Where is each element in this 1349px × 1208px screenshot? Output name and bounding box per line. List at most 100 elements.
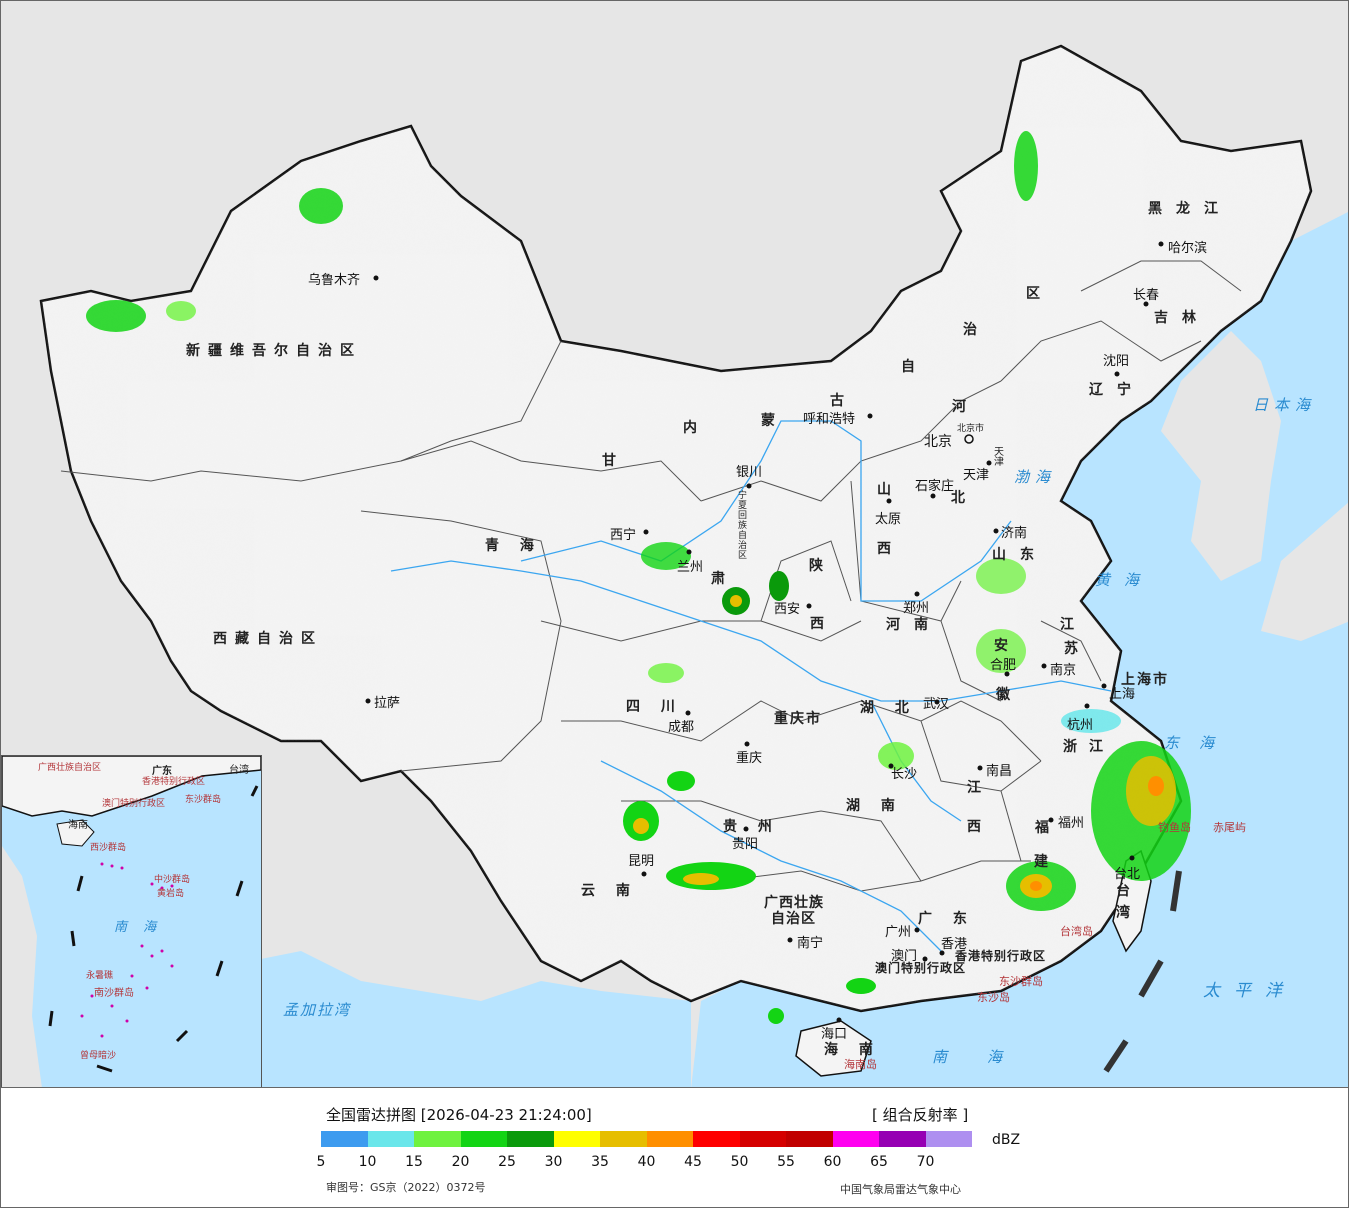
legend-panel: 全国雷达拼图 [2026-04-23 21:24:00] [ 组合反射率 ] d… — [0, 1088, 1349, 1208]
city-label-guangzhou: 广州 — [885, 925, 912, 940]
inset-label-hainan: 海南 — [68, 820, 88, 831]
province-label-gansu: 甘 — [602, 453, 624, 469]
color-swatch — [832, 1131, 879, 1147]
province-label-taiwan-2: 湾 — [1116, 905, 1138, 921]
island-label-taiwandao: 台湾岛 — [1060, 925, 1093, 938]
color-scale-bar — [321, 1131, 972, 1147]
legend-tick-label: 40 — [637, 1154, 656, 1170]
inset-west-land — [2, 846, 42, 1087]
city-label-taibei: 台北 — [1114, 867, 1141, 882]
south-china-sea-inset: 广西壮族自治区 广东 台湾 香港特别行政区 澳门特别行政区 东沙群岛 海南 西沙… — [1, 755, 262, 1087]
province-label-qinghai: 青 海 — [485, 538, 542, 554]
sea-label-huanghai: 黄海 — [1095, 571, 1154, 589]
city-label-changsha: 长沙 — [891, 767, 918, 782]
city-label-xian: 西安 — [774, 602, 801, 617]
province-label-neimenggu-5: 治 — [963, 322, 985, 338]
city-label-hongkong: 香港 — [941, 937, 968, 952]
island-label-dongshaqundao: 东沙群岛 — [999, 975, 1043, 988]
japan-land — [1261, 502, 1348, 641]
sea-label-nanhai: 南海 — [932, 1048, 1043, 1066]
city-label-shanghai: 上海 — [1109, 687, 1136, 702]
province-label-shaanxi-1: 陕 — [809, 558, 831, 574]
color-swatch — [925, 1131, 972, 1147]
city-label-hangzhou: 杭州 — [1067, 718, 1094, 733]
province-label-macau: 澳门特别行政区 — [875, 961, 967, 975]
province-label-guizhou: 贵 州 — [723, 819, 780, 835]
color-swatch — [507, 1131, 554, 1147]
island-label-diaoyudao: 钓鱼岛 — [1158, 821, 1191, 834]
province-label-xinjiang: 新疆维吾尔自治区 — [186, 343, 362, 359]
legend-tick-label: 35 — [591, 1154, 609, 1170]
province-label-guangxi-2: 自治区 — [771, 911, 816, 927]
legend-tick-label: 70 — [916, 1154, 935, 1170]
color-swatch — [646, 1131, 693, 1147]
city-label-nanchang: 南昌 — [986, 764, 1013, 779]
city-label-changchun: 长春 — [1133, 288, 1160, 303]
province-label-taiwan-1: 台 — [1116, 883, 1138, 899]
city-label-yinchuan: 银川 — [736, 465, 763, 480]
province-label-xizang: 西藏自治区 — [213, 631, 323, 647]
province-label-jilin: 吉林 — [1154, 310, 1210, 326]
legend-product: [ 组合反射率 ] — [872, 1106, 969, 1124]
inset-label-hk: 香港特别行政区 — [142, 777, 206, 787]
city-label-zhengzhou: 郑州 — [903, 601, 930, 616]
city-label-shijiazhuang: 石家庄 — [915, 479, 955, 494]
korea-land — [1161, 331, 1281, 581]
province-label-tianjin: 天津 — [994, 447, 1004, 468]
province-label-yunnan: 云 南 — [581, 883, 638, 899]
city-label-harbin: 哈尔滨 — [1168, 241, 1208, 256]
inset-land — [2, 756, 261, 817]
city-label-tianjin: 天津 — [963, 468, 990, 483]
province-label-heilongjiang: 黑龙江 — [1148, 201, 1232, 217]
city-label-wuhan: 武汉 — [923, 697, 950, 712]
city-label-nanjing: 南京 — [1050, 663, 1077, 678]
legend-tick-label: 15 — [405, 1154, 423, 1170]
city-label-kunming: 昆明 — [628, 854, 655, 869]
province-label-beijing: 北京市 — [957, 424, 985, 434]
inset-label-zengmu: 曾母暗沙 — [80, 1051, 117, 1061]
city-dots — [365, 241, 1164, 1023]
legend-title: 全国雷达拼图 [2026-04-23 21:24:00] — [326, 1106, 592, 1124]
province-label-henan: 河南 — [886, 617, 942, 633]
province-label-jiangxi-1: 江 — [967, 780, 989, 796]
legend-tick-label: 55 — [777, 1154, 795, 1170]
province-label-liaoning: 辽宁 — [1089, 382, 1145, 398]
city-label-taiyuan: 太原 — [875, 512, 902, 527]
island-label-dongshadao: 东沙岛 — [977, 991, 1010, 1004]
city-label-chengdu: 成都 — [668, 720, 695, 735]
inset-label-macau: 澳门特别行政区 — [102, 799, 166, 809]
color-swatch — [414, 1131, 461, 1147]
province-label-jiangsu-1: 江 — [1060, 617, 1082, 633]
city-label-nanning: 南宁 — [797, 936, 824, 951]
inset-canvas — [2, 756, 261, 1087]
province-label-shandong: 山东 — [992, 547, 1048, 563]
color-swatch — [321, 1131, 368, 1147]
inset-label-huangyan: 黄岩岛 — [157, 889, 185, 899]
color-swatch — [600, 1131, 647, 1147]
island-label-chiweiyu: 赤尾屿 — [1213, 821, 1246, 834]
city-label-urumqi: 乌鲁木齐 — [308, 273, 361, 288]
province-label-anhui-2: 徽 — [996, 687, 1018, 703]
inset-label-zhongsha: 中沙群岛 — [154, 875, 191, 885]
sea-label-bohai: 渤海 — [1014, 468, 1057, 486]
city-label-shenyang: 沈阳 — [1103, 354, 1130, 369]
province-label-neimenggu-6: 区 — [1026, 286, 1048, 302]
inset-nine-dash — [48, 785, 259, 1073]
legend-tick-label: 25 — [498, 1154, 516, 1170]
color-swatch — [693, 1131, 740, 1147]
province-label-chongqing: 重庆市 — [774, 711, 822, 727]
city-label-hefei: 合肥 — [990, 658, 1017, 673]
inset-label-xisha: 西沙群岛 — [90, 843, 127, 853]
province-label-hainan: 海 南 — [824, 1042, 881, 1058]
province-label-guangdong: 广 东 — [918, 911, 975, 927]
color-swatch — [786, 1131, 833, 1147]
color-swatch — [879, 1131, 926, 1147]
province-label-hunan: 湖 南 — [846, 798, 903, 814]
sea-area-west — [251, 951, 691, 1087]
organization-name: 中国气象局雷达气象中心 — [840, 1183, 961, 1196]
province-label-fujian-1: 福 — [1035, 820, 1057, 836]
legend-tick-label: 30 — [544, 1154, 563, 1170]
legend-tick-label: 60 — [823, 1154, 842, 1170]
city-label-guiyang: 贵阳 — [732, 837, 759, 852]
boundary-dashes — [1103, 870, 1182, 1073]
